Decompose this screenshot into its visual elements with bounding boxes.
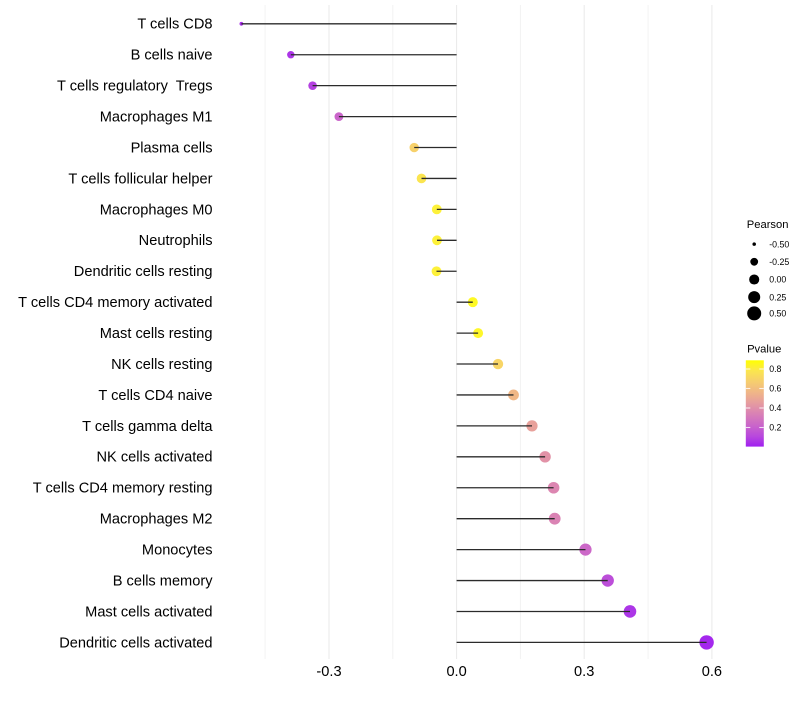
svg-text:0.6: 0.6 (702, 664, 722, 680)
svg-text:Pvalue: Pvalue (747, 344, 781, 356)
svg-text:B cells memory: B cells memory (113, 573, 213, 589)
svg-text:Plasma cells: Plasma cells (131, 140, 213, 156)
svg-text:Dendritic cells resting: Dendritic cells resting (74, 264, 213, 280)
svg-text:Macrophages M1: Macrophages M1 (100, 109, 213, 125)
svg-text:T cells CD4 naive: T cells CD4 naive (98, 388, 212, 404)
svg-text:T cells regulatory Tregs: T cells regulatory Tregs (57, 79, 212, 95)
svg-text:Mast cells resting: Mast cells resting (100, 326, 213, 342)
svg-text:0.6: 0.6 (769, 384, 781, 394)
svg-text:T cells gamma delta: T cells gamma delta (82, 419, 213, 435)
svg-text:0.8: 0.8 (769, 364, 781, 374)
svg-text:T cells CD4 memory resting: T cells CD4 memory resting (33, 481, 213, 497)
svg-text:-0.3: -0.3 (316, 664, 341, 680)
svg-text:T cells follicular helper: T cells follicular helper (68, 171, 212, 187)
svg-text:0.3: 0.3 (574, 664, 594, 680)
svg-text:Monocytes: Monocytes (142, 543, 213, 559)
svg-text:Dendritic cells activated: Dendritic cells activated (59, 635, 212, 651)
svg-text:Pearson: Pearson (747, 219, 789, 231)
svg-text:-0.25: -0.25 (769, 257, 789, 267)
svg-text:B cells naive: B cells naive (131, 48, 213, 64)
svg-text:Mast cells activated: Mast cells activated (85, 604, 212, 620)
svg-text:NK cells resting: NK cells resting (111, 357, 212, 373)
svg-text:Macrophages M0: Macrophages M0 (100, 202, 213, 218)
svg-text:0.4: 0.4 (769, 403, 781, 413)
svg-text:Neutrophils: Neutrophils (139, 233, 213, 249)
svg-text:0.50: 0.50 (769, 309, 786, 319)
svg-text:0.25: 0.25 (769, 292, 786, 302)
svg-text:0.0: 0.0 (446, 664, 466, 680)
svg-text:T cells CD4 memory activated: T cells CD4 memory activated (18, 295, 212, 311)
svg-text:Macrophages M2: Macrophages M2 (100, 512, 213, 528)
svg-text:T cells CD8: T cells CD8 (137, 17, 212, 33)
svg-text:0.00: 0.00 (769, 275, 786, 285)
svg-text:-0.50: -0.50 (769, 239, 789, 249)
svg-text:NK cells activated: NK cells activated (97, 450, 213, 466)
svg-text:0.2: 0.2 (769, 423, 781, 433)
